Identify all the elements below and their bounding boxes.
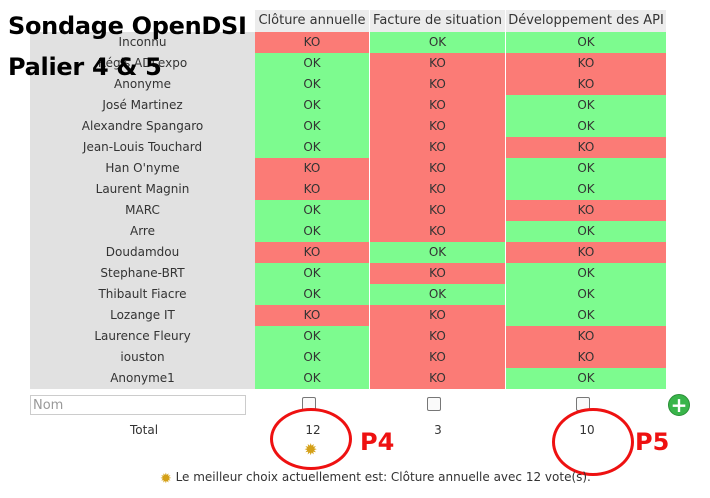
column-header: Clôture annuelle bbox=[255, 10, 369, 32]
vote-cell: OK bbox=[255, 95, 369, 116]
vote-cell: OK bbox=[255, 116, 369, 137]
vote-cell: KO bbox=[255, 242, 369, 263]
participant-name: MARC bbox=[125, 203, 160, 217]
vote-cell: KO bbox=[370, 116, 505, 137]
vote-cell: OK bbox=[255, 326, 369, 347]
vote-cell: OK bbox=[506, 221, 666, 242]
overlay-title-line2: Palier 4 & 5 bbox=[8, 53, 162, 81]
participant-name: Alexandre Spangaro bbox=[81, 119, 204, 133]
vote-cell: OK bbox=[506, 116, 666, 137]
vote-cell: KO bbox=[506, 242, 666, 263]
participant-name: Thibault Fiacre bbox=[98, 287, 187, 301]
vote-cell: KO bbox=[506, 200, 666, 221]
best-choice-medal-icon: ✹ bbox=[160, 471, 172, 487]
vote-cell: KO bbox=[370, 221, 505, 242]
participant-name: Laurent Magnin bbox=[95, 182, 190, 196]
vote-cell: KO bbox=[370, 200, 505, 221]
vote-cell: OK bbox=[506, 305, 666, 326]
participant-name: José Martinez bbox=[102, 98, 183, 112]
vote-cell: KO bbox=[370, 158, 505, 179]
vote-cell: KO bbox=[370, 326, 505, 347]
vote-cell: KO bbox=[370, 95, 505, 116]
participant-name: Inconnu bbox=[118, 35, 167, 49]
vote-cell: OK bbox=[370, 284, 505, 305]
vote-cell: KO bbox=[370, 347, 505, 368]
participant-name: Lozange IT bbox=[110, 308, 175, 322]
vote-cell: KO bbox=[506, 53, 666, 74]
vote-cell: OK bbox=[255, 53, 369, 74]
participant-name: Anonyme1 bbox=[110, 371, 175, 385]
checkbox-facture[interactable] bbox=[427, 397, 441, 411]
names-column bbox=[30, 32, 255, 389]
vote-cell: KO bbox=[370, 179, 505, 200]
column-header: Facture de situation bbox=[370, 10, 505, 32]
vote-cell: OK bbox=[255, 347, 369, 368]
overlay-title-line1: Sondage OpenDSI bbox=[8, 12, 247, 40]
participant-name: Laurence Fleury bbox=[94, 329, 191, 343]
participant-name: Doudamdou bbox=[105, 245, 180, 259]
vote-cell: OK bbox=[255, 137, 369, 158]
vote-cell: KO bbox=[370, 53, 505, 74]
vote-cell: OK bbox=[506, 32, 666, 53]
vote-cell: KO bbox=[255, 179, 369, 200]
vote-cell: OK bbox=[255, 263, 369, 284]
annotation-p5: P5 bbox=[635, 428, 670, 456]
participant-name: Jean-Louis Touchard bbox=[82, 140, 203, 154]
vote-cell: KO bbox=[506, 137, 666, 158]
best-choice-label: Le meilleur choix actuellement est: Clôt… bbox=[175, 470, 591, 484]
vote-cell: KO bbox=[506, 74, 666, 95]
annotation-circle-p4 bbox=[270, 408, 352, 470]
vote-cell: OK bbox=[255, 221, 369, 242]
annotation-p4: P4 bbox=[360, 428, 395, 456]
vote-cell: KO bbox=[370, 305, 505, 326]
add-vote-button[interactable]: + bbox=[668, 394, 690, 416]
vote-cell: KO bbox=[370, 74, 505, 95]
vote-cell: OK bbox=[506, 95, 666, 116]
vote-cell: OK bbox=[255, 74, 369, 95]
vote-cell: KO bbox=[370, 263, 505, 284]
vote-cell: OK bbox=[370, 242, 505, 263]
vote-cell: OK bbox=[255, 368, 369, 389]
total-label: Total bbox=[130, 423, 159, 437]
participant-name: Stephane-BRT bbox=[100, 266, 185, 280]
vote-cell: OK bbox=[370, 32, 505, 53]
vote-cell: OK bbox=[255, 200, 369, 221]
annotation-circle-p5 bbox=[552, 408, 634, 476]
participant-name: Arre bbox=[130, 224, 155, 238]
best-choice-text: ✹ Le meilleur choix actuellement est: Cl… bbox=[160, 470, 591, 487]
column-header: Développement des API bbox=[506, 10, 666, 32]
participant-name: iouston bbox=[120, 350, 165, 364]
total-facture: 3 bbox=[434, 423, 442, 437]
vote-cell: OK bbox=[506, 284, 666, 305]
participant-name: Régis ADLexpo bbox=[97, 56, 188, 70]
vote-cell: KO bbox=[506, 326, 666, 347]
vote-cell: OK bbox=[506, 158, 666, 179]
vote-cell: OK bbox=[506, 368, 666, 389]
vote-cell: KO bbox=[255, 32, 369, 53]
vote-cell: KO bbox=[255, 305, 369, 326]
participant-name: Anonyme bbox=[114, 77, 171, 91]
vote-cell: KO bbox=[370, 137, 505, 158]
vote-cell: KO bbox=[506, 347, 666, 368]
vote-cell: OK bbox=[255, 284, 369, 305]
participant-name: Han O'nyme bbox=[105, 161, 180, 175]
vote-cell: KO bbox=[370, 368, 505, 389]
vote-cell: KO bbox=[255, 158, 369, 179]
vote-cell: OK bbox=[506, 263, 666, 284]
vote-cell: OK bbox=[506, 179, 666, 200]
name-input[interactable] bbox=[30, 395, 246, 415]
